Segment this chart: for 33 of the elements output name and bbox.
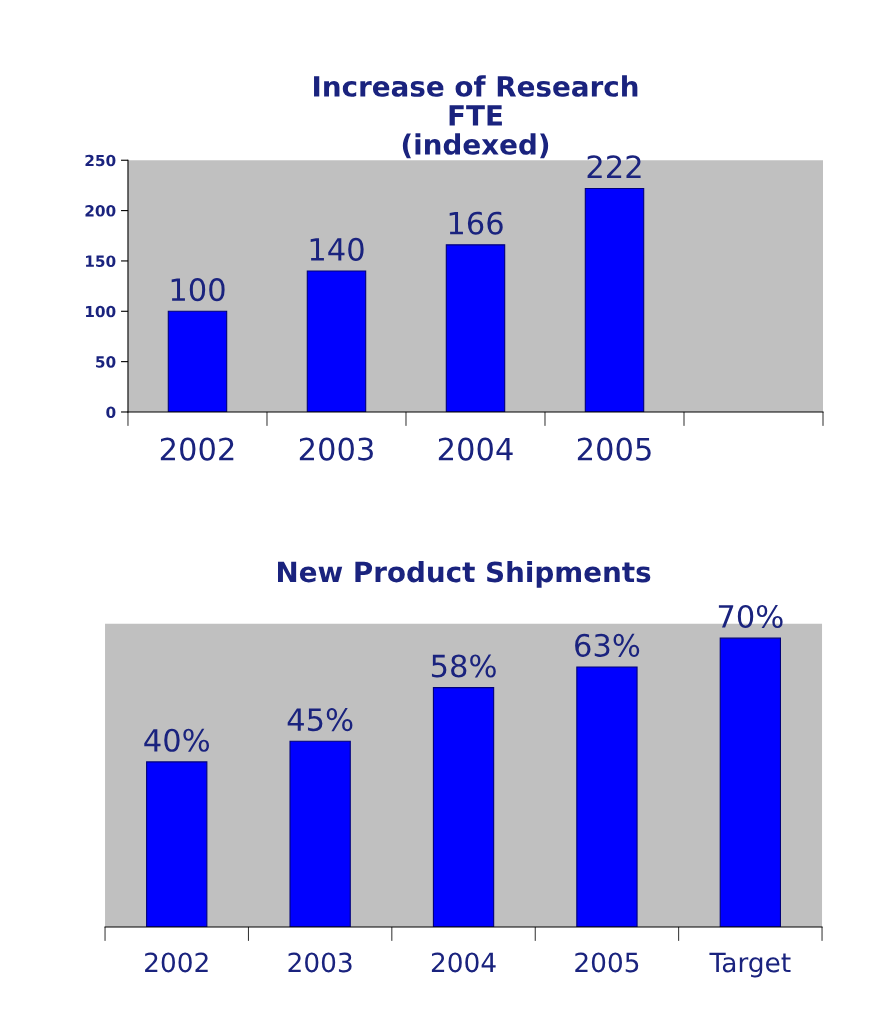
x-tick-label: 2005 bbox=[577, 437, 651, 461]
x-tick-label: 2002 bbox=[145, 952, 208, 973]
x-tick-label: 2004 bbox=[438, 437, 513, 461]
data-label: 166 bbox=[449, 211, 503, 235]
y-tick-label: 250 bbox=[85, 154, 116, 167]
x-tick-label: 2004 bbox=[431, 952, 496, 973]
chart-title: New Product Shipments bbox=[278, 560, 651, 588]
data-label: 70% bbox=[718, 604, 783, 629]
data-label: 140 bbox=[310, 237, 364, 261]
x-tick-label: 2003 bbox=[288, 952, 352, 973]
data-label: 63% bbox=[575, 633, 640, 657]
data-label: 58% bbox=[431, 654, 496, 678]
data-label: 100 bbox=[171, 278, 225, 302]
bar bbox=[289, 740, 351, 927]
data-label: 45% bbox=[287, 708, 353, 732]
bar bbox=[167, 310, 228, 412]
x-tick-label: 2005 bbox=[575, 952, 639, 973]
bar bbox=[306, 270, 367, 412]
y-tick-label: 0 bbox=[106, 406, 116, 418]
y-tick-label: 100 bbox=[86, 305, 116, 318]
bar bbox=[719, 637, 782, 927]
bar bbox=[432, 687, 495, 927]
y-tick-label: 150 bbox=[86, 255, 116, 267]
x-tick-label: Target bbox=[709, 952, 791, 978]
y-tick-label: 200 bbox=[85, 205, 116, 217]
x-tick-label: 2003 bbox=[299, 437, 373, 461]
x-tick-label: 2002 bbox=[160, 437, 234, 461]
bar bbox=[576, 666, 638, 927]
bar bbox=[146, 761, 208, 927]
bar bbox=[445, 244, 506, 412]
bar bbox=[584, 187, 645, 412]
y-tick-label: 50 bbox=[96, 356, 116, 368]
data-label: 40% bbox=[144, 728, 210, 752]
